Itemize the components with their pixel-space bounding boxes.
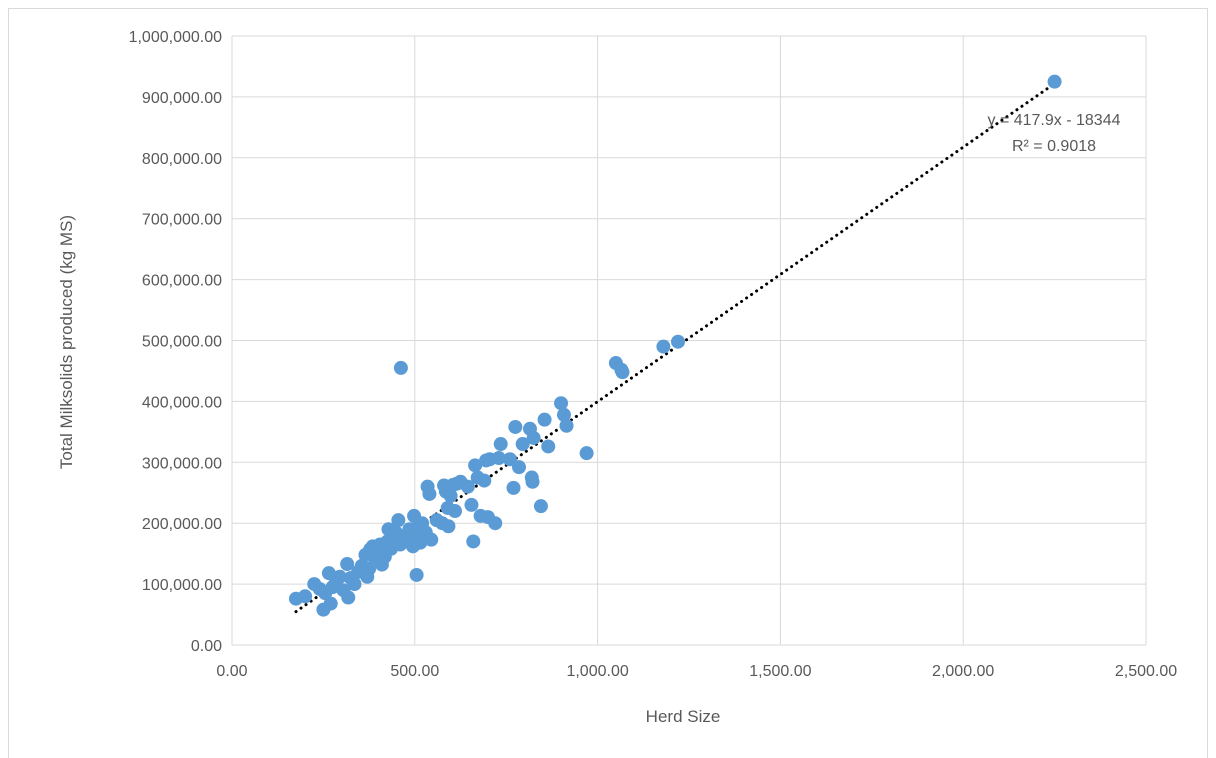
data-point	[511, 460, 526, 475]
data-point	[341, 590, 356, 605]
data-point	[525, 474, 540, 489]
data-point	[460, 479, 475, 494]
y-tick-label: 800,000.00	[142, 151, 222, 168]
y-tick-label: 100,000.00	[142, 577, 222, 594]
data-point	[671, 334, 686, 349]
data-point	[556, 407, 571, 422]
data-point	[506, 480, 521, 495]
data-point	[554, 396, 569, 411]
data-point	[413, 535, 428, 550]
data-point	[493, 437, 508, 452]
data-point	[443, 488, 458, 503]
data-point	[491, 451, 506, 466]
data-point	[466, 534, 481, 549]
data-point	[541, 439, 556, 454]
data-point	[393, 360, 408, 375]
data-point	[332, 569, 347, 584]
data-point	[502, 452, 517, 467]
y-tick-label: 500,000.00	[142, 334, 222, 351]
data-point	[533, 499, 548, 514]
y-tick-label: 900,000.00	[142, 90, 222, 107]
data-point	[391, 513, 406, 528]
data-point	[409, 567, 424, 582]
data-point	[347, 577, 362, 592]
data-point	[656, 339, 671, 354]
data-point	[424, 532, 439, 547]
data-point	[579, 446, 594, 461]
chart-frame	[8, 8, 1208, 758]
data-point	[422, 486, 437, 501]
data-point	[1047, 74, 1062, 89]
y-tick-label: 0.00	[191, 638, 222, 655]
x-tick-label: 2,500.00	[1115, 663, 1177, 680]
data-point	[448, 504, 463, 519]
x-tick-label: 0.00	[216, 663, 247, 680]
data-point	[323, 596, 338, 611]
y-tick-label: 400,000.00	[142, 394, 222, 411]
x-tick-label: 1,000.00	[566, 663, 628, 680]
data-points	[288, 74, 1062, 617]
data-point	[441, 519, 456, 534]
data-point	[488, 516, 503, 531]
y-axis-title: Total Milksolids produced (kg MS)	[57, 215, 76, 469]
data-point	[340, 557, 355, 572]
data-point	[464, 497, 479, 512]
data-point	[477, 473, 492, 488]
x-tick-label: 500.00	[390, 663, 439, 680]
data-point	[298, 589, 313, 604]
y-tick-label: 1,000,000.00	[129, 29, 223, 46]
y-tick-label: 700,000.00	[142, 212, 222, 229]
data-point	[468, 458, 483, 473]
data-point	[615, 365, 630, 380]
trendline-r-squared: R² = 0.9018	[1012, 138, 1096, 155]
y-tick-label: 200,000.00	[142, 516, 222, 533]
data-point	[515, 437, 530, 452]
y-tick-label: 600,000.00	[142, 273, 222, 290]
x-tick-label: 2,000.00	[932, 663, 994, 680]
x-axis-title: Herd Size	[646, 707, 721, 726]
tick-labels: 0.00 100,000.00 200,000.00 300,000.00 400,00…	[129, 29, 1178, 680]
data-point	[537, 412, 552, 427]
data-point	[508, 419, 523, 434]
trendline-equation: y = 417.9x - 18344	[988, 112, 1121, 129]
data-point	[526, 430, 541, 445]
y-tick-label: 300,000.00	[142, 455, 222, 472]
data-point	[559, 418, 574, 433]
x-tick-label: 1,500.00	[749, 663, 811, 680]
